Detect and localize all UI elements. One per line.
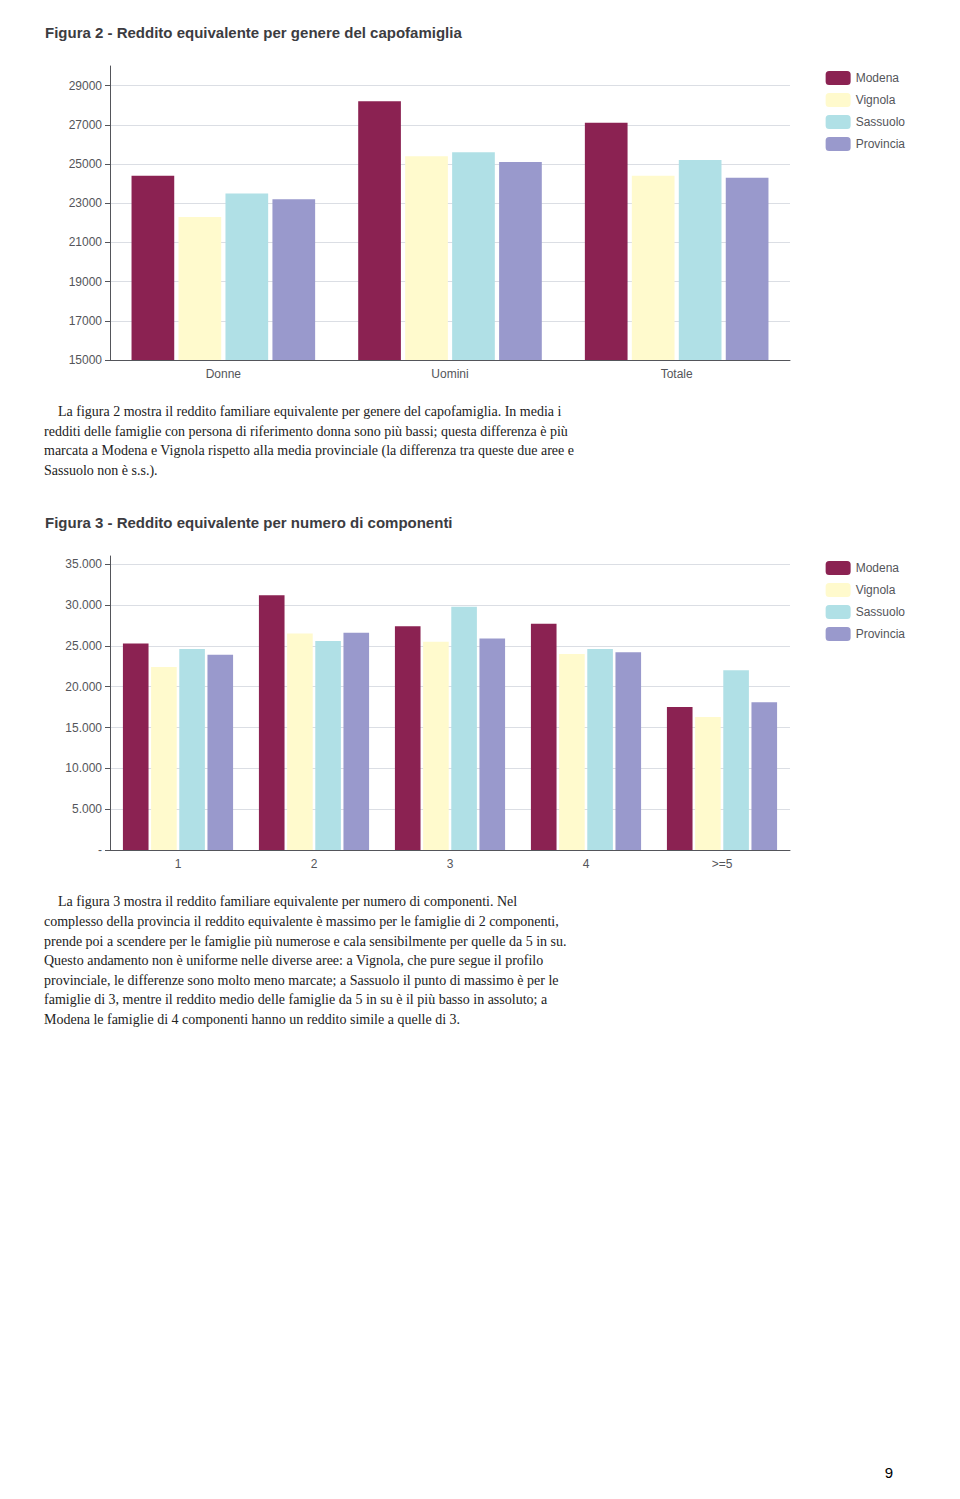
- svg-text:Vignola: Vignola: [856, 583, 896, 597]
- svg-text:23000: 23000: [69, 196, 103, 210]
- svg-text:Sassuolo: Sassuolo: [856, 605, 906, 619]
- svg-text:>=5: >=5: [712, 857, 733, 871]
- svg-text:27000: 27000: [69, 118, 103, 132]
- svg-text:2: 2: [311, 857, 318, 871]
- svg-text:4: 4: [583, 857, 590, 871]
- svg-text:20.000: 20.000: [65, 680, 102, 694]
- svg-text:Vignola: Vignola: [856, 93, 896, 107]
- svg-text:Sassuolo: Sassuolo: [856, 115, 906, 129]
- svg-text:Provincia: Provincia: [856, 627, 906, 641]
- svg-text:35.000: 35.000: [65, 558, 102, 572]
- svg-text:15.000: 15.000: [65, 721, 102, 735]
- svg-text:19000: 19000: [69, 275, 103, 289]
- svg-text:25.000: 25.000: [65, 639, 102, 653]
- svg-text:1: 1: [175, 857, 182, 871]
- svg-text:21000: 21000: [69, 235, 103, 249]
- svg-text:5.000: 5.000: [72, 803, 102, 817]
- svg-text:Donne: Donne: [206, 367, 242, 381]
- svg-text:Figura 2 - Reddito equivalente: Figura 2 - Reddito equivalente per gener…: [45, 24, 462, 41]
- html-text:9: 9: [884, 1464, 893, 1481]
- svg-text:10.000: 10.000: [65, 762, 102, 776]
- svg-text:Modena: Modena: [856, 71, 900, 85]
- html-text:La figura 3 mostra il reddito: La figura 3 mostra il reddito familiare …: [44, 894, 567, 1027]
- svg-text:30.000: 30.000: [65, 598, 102, 612]
- svg-text:-: -: [98, 843, 102, 857]
- svg-text:17000: 17000: [69, 314, 103, 328]
- svg-text:Provincia: Provincia: [856, 137, 906, 151]
- svg-text:29000: 29000: [69, 79, 103, 93]
- html-text:La figura 2 mostra il reddito: La figura 2 mostra il reddito familiare …: [44, 404, 574, 478]
- svg-text:Uomini: Uomini: [431, 367, 468, 381]
- svg-text:3: 3: [447, 857, 454, 871]
- svg-text:15000: 15000: [69, 353, 103, 367]
- svg-text:25000: 25000: [69, 157, 103, 171]
- svg-text:Modena: Modena: [856, 561, 900, 575]
- svg-text:Figura 3 - Reddito equivalente: Figura 3 - Reddito equivalente per numer…: [45, 514, 453, 531]
- svg-text:Totale: Totale: [661, 367, 693, 381]
